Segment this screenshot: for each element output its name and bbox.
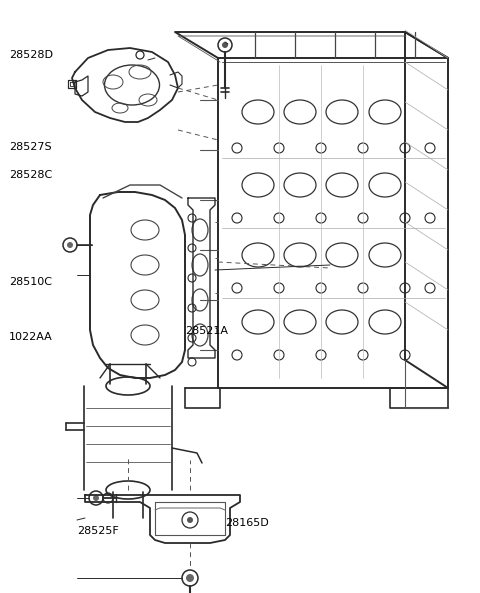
Circle shape	[222, 42, 228, 48]
Text: 28525F: 28525F	[77, 526, 119, 535]
Text: 28528C: 28528C	[9, 170, 52, 180]
Circle shape	[93, 495, 99, 501]
Text: 28165D: 28165D	[226, 518, 269, 528]
Circle shape	[187, 517, 193, 523]
Circle shape	[186, 574, 194, 582]
Text: 28528D: 28528D	[9, 50, 53, 59]
Text: 28527S: 28527S	[9, 142, 51, 152]
Text: 28521A: 28521A	[185, 326, 228, 336]
Circle shape	[67, 242, 73, 248]
Text: 1022AA: 1022AA	[9, 332, 52, 342]
Text: 28510C: 28510C	[9, 278, 52, 287]
